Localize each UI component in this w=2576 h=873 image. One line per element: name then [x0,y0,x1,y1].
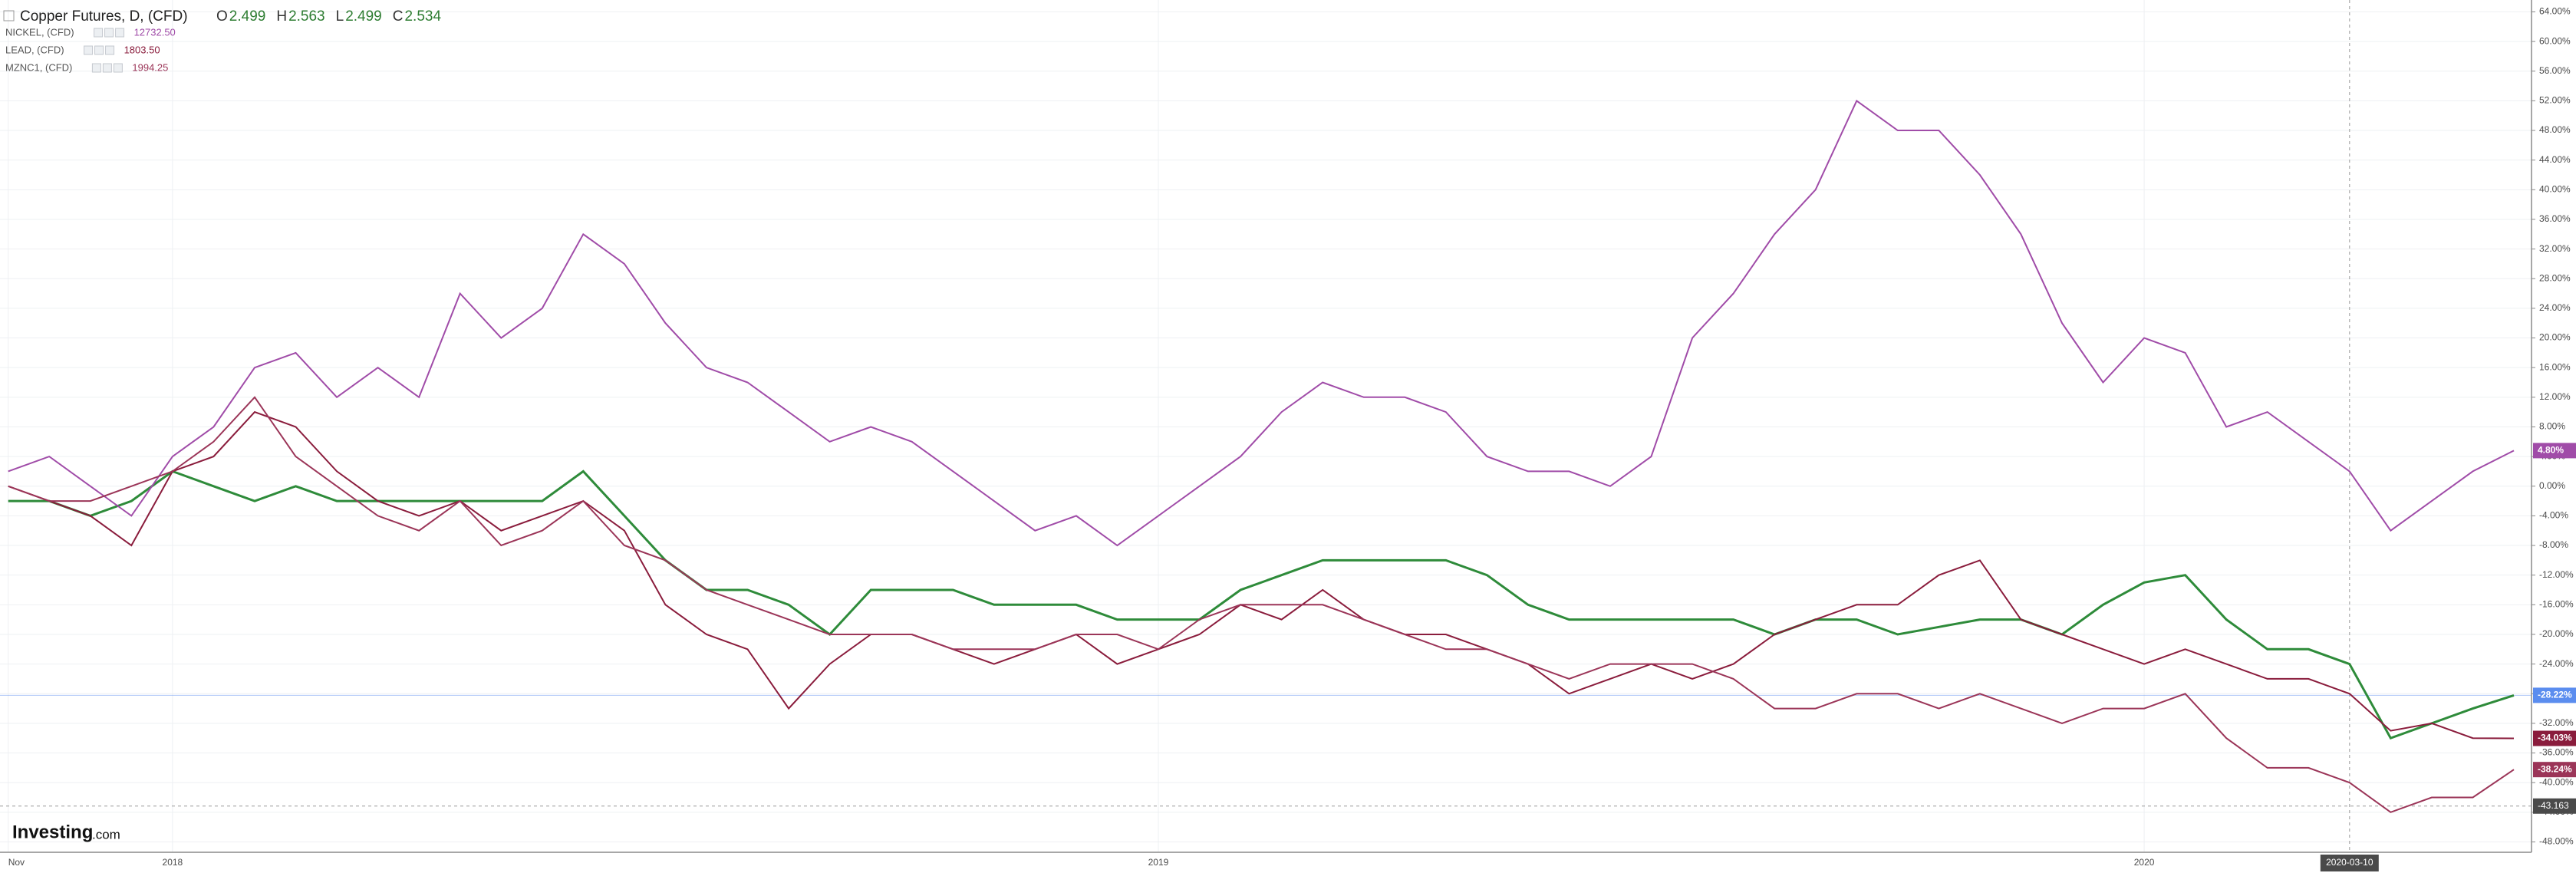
y-tick-label: -12.00% [2539,569,2574,580]
y-tick-label: 8.00% [2539,421,2565,432]
logo-text: Investing [12,822,93,842]
y-tick-label: 48.00% [2539,124,2571,135]
legend-button[interactable] [105,45,115,55]
y-tick-label: 40.00% [2539,183,2571,194]
ohlc-key: C [393,8,404,25]
grid [0,0,2532,852]
y-tick-label: 60.00% [2539,35,2571,46]
y-tick-label: 32.00% [2539,243,2571,254]
y-tick-label: -48.00% [2539,836,2574,847]
x-tick-label: 2019 [1148,857,1169,868]
ohlc-key: L [336,8,344,25]
legend-button[interactable] [94,45,104,55]
ohlc: O 2.499 H 2.563 L 2.499 C 2.534 [216,8,441,25]
y-tick-label: 0.00% [2539,480,2565,491]
legend-value: 1803.50 [124,44,160,55]
logo: Investing .com [12,822,120,842]
axes: 64.00% 60.00% 56.00% 52.00% 48.00% 44.00% 40.0… [8,6,2576,871]
y-tick-label: -24.00% [2539,658,2574,669]
header: Copper Futures, D, (CFD) O 2.499 H 2.563 L 2.… [3,8,441,73]
crosshair-y-box [2533,798,2576,814]
y-tick-label: 16.00% [2539,361,2571,372]
value-label: -38.24% [2538,763,2572,774]
y-tick-label: 64.00% [2539,6,2571,17]
series-line [8,469,2515,740]
y-tick-label: -4.00% [2539,510,2568,521]
logo-suffix: .com [92,827,120,842]
ohlc-value: 2.499 [345,8,382,25]
ohlc-value: 2.499 [229,8,266,25]
x-tick-label: 2018 [163,857,183,868]
legend-name: LEAD, (CFD) [5,44,64,55]
y-tick-label: -8.00% [2539,539,2568,550]
value-label: 4.80% [2538,445,2564,456]
legend-button[interactable] [104,28,114,38]
legend-name: MZNC1, (CFD) [5,61,72,73]
y-tick-label: 28.00% [2539,272,2571,283]
value-label: -28.22% [2538,690,2572,700]
ohlc-value: 2.534 [404,8,441,25]
series-line [8,99,2515,547]
y-tick-label: -16.00% [2539,598,2574,609]
value-label-box [2533,443,2576,459]
series-line [8,410,2515,740]
y-tick-label: 52.00% [2539,95,2571,106]
y-tick-label: -20.00% [2539,628,2574,639]
value-label: -34.03% [2538,733,2572,743]
legend-name: NICKEL, (CFD) [5,26,74,38]
y-tick-label: 24.00% [2539,302,2571,313]
legend-button[interactable] [91,63,101,73]
y-tick-label: 20.00% [2539,332,2571,343]
legend-button[interactable] [113,63,123,73]
y-tick-label: 44.00% [2539,154,2571,165]
y-tick-label: 12.00% [2539,391,2571,402]
ohlc-key: H [276,8,287,25]
chart-title: Copper Futures, D, (CFD) [20,8,188,25]
value-label-box [2533,687,2576,703]
y-tick-label: 36.00% [2539,213,2571,224]
y-tick-label: -40.00% [2539,776,2574,787]
plot [8,99,2515,813]
legend: NICKEL, (CFD) 12732.50 LEAD, (CFD) 1803.50 M… [5,26,176,73]
ohlc-value: 2.563 [288,8,325,25]
value-label-box [2533,762,2576,778]
y-tick-label: -36.00% [2539,747,2574,758]
legend-button[interactable] [84,45,94,55]
legend-button[interactable] [94,28,104,38]
legend-value: 1994.25 [132,61,168,73]
collapse-icon[interactable] [3,10,15,21]
legend-button[interactable] [115,28,125,38]
series-line [8,396,2515,813]
x-tick-label: Nov [8,857,25,868]
ohlc-key: O [216,8,228,25]
y-tick-label: 56.00% [2539,65,2571,76]
crosshair-x-label: 2020-03-10 [2326,857,2373,868]
crosshair-x-box [2320,855,2379,871]
x-tick-label: 2020 [2134,857,2155,868]
legend-value: 12732.50 [134,26,176,38]
y-tick-label: -32.00% [2539,717,2574,728]
value-label-box [2533,730,2576,746]
legend-button[interactable] [102,63,112,73]
crosshair-y-label: -43.163 [2538,800,2569,811]
